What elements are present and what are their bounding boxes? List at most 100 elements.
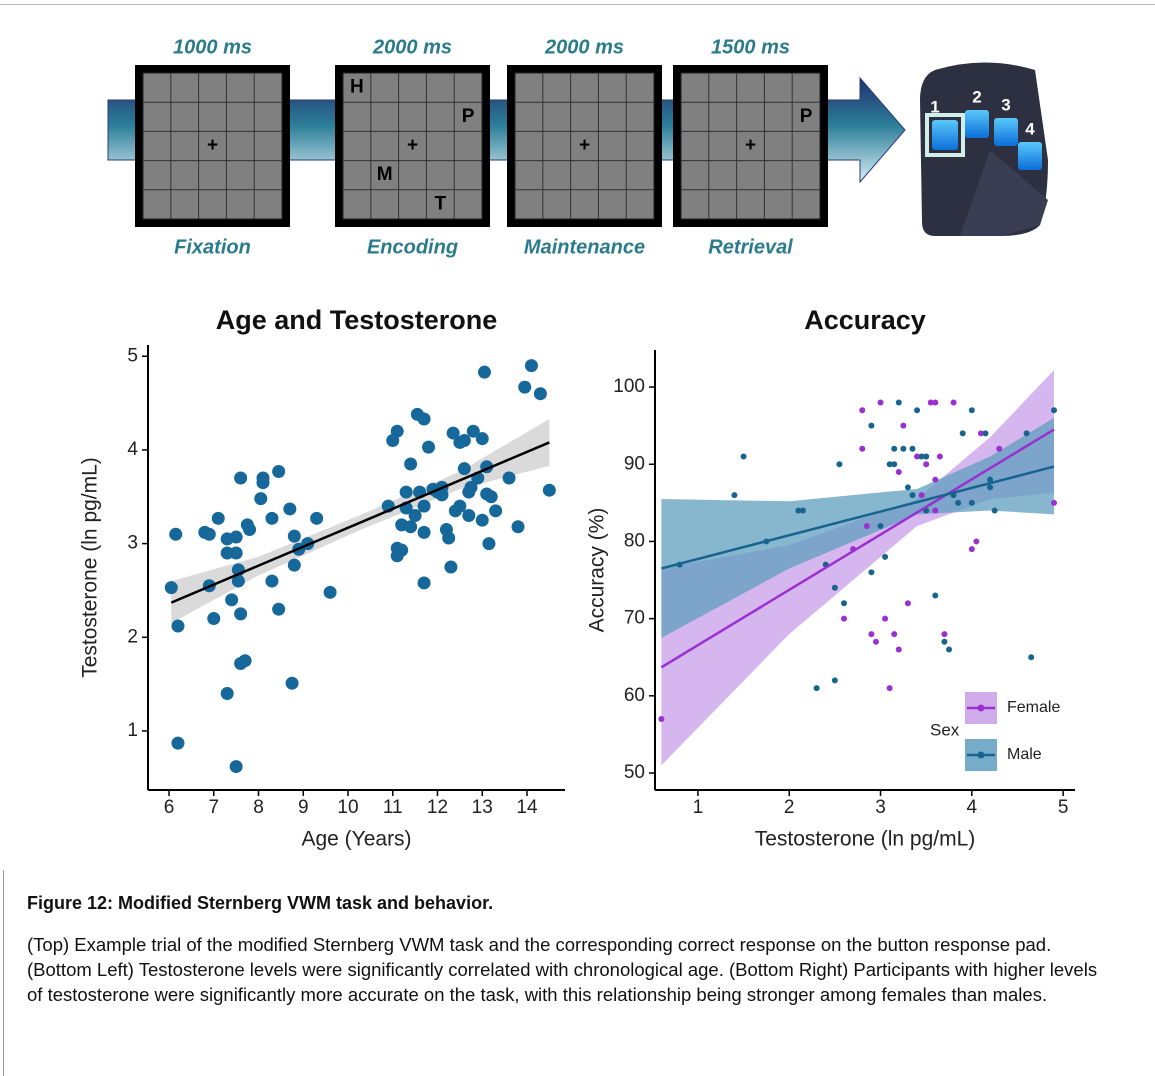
- data-point: [891, 631, 898, 638]
- caption-title: Figure 12: Modified Sternberg VWM task a…: [27, 893, 494, 913]
- data-point: [464, 480, 478, 494]
- data-point: [868, 569, 875, 576]
- pad-button: [932, 120, 958, 150]
- chart-title: Age and Testosterone: [216, 305, 498, 335]
- data-point: [946, 646, 952, 653]
- data-point: [909, 445, 916, 452]
- data-point: [323, 585, 337, 599]
- stimulus-letter: T: [434, 193, 446, 214]
- data-point: [225, 593, 239, 607]
- data-point: [256, 476, 270, 490]
- x-tick-label: 3: [875, 797, 886, 818]
- data-point: [918, 453, 925, 460]
- x-axis-label: Testosterone (ln pg/mL): [755, 828, 976, 851]
- data-point: [533, 387, 547, 401]
- data-point: [475, 513, 489, 527]
- data-point: [932, 476, 939, 483]
- x-tick-label: 1: [693, 797, 704, 818]
- fixation-cross: +: [745, 135, 756, 156]
- data-point: [404, 520, 418, 534]
- data-point: [475, 432, 489, 446]
- confidence-band: [171, 419, 550, 624]
- frame-line: [0, 4, 1155, 5]
- data-point: [831, 677, 838, 684]
- data-point: [923, 453, 930, 460]
- data-point: [171, 736, 185, 750]
- data-point: [480, 487, 494, 501]
- data-point: [229, 530, 243, 544]
- panel-grid: [142, 72, 283, 220]
- data-point: [868, 422, 875, 429]
- data-point: [272, 602, 286, 616]
- data-point: [283, 502, 297, 516]
- x-axis-label: Age (Years): [301, 828, 411, 851]
- fit-line: [661, 465, 1055, 570]
- data-point: [941, 638, 948, 645]
- panel-grid: [342, 72, 483, 220]
- data-point: [955, 499, 962, 506]
- stimulus-letter: M: [377, 164, 393, 185]
- panel-grid: [514, 72, 655, 220]
- legend-dot: [977, 751, 985, 759]
- data-point: [987, 484, 994, 491]
- x-tick-label: 5: [1058, 797, 1069, 818]
- frame-line: [3, 870, 4, 1076]
- chart-title: Accuracy: [804, 305, 926, 335]
- y-tick-label: 80: [624, 530, 645, 551]
- data-point: [482, 537, 496, 551]
- x-tick-label: 10: [337, 797, 358, 818]
- data-point: [959, 430, 966, 437]
- data-point: [439, 523, 453, 537]
- y-tick-label: 4: [127, 439, 138, 460]
- y-tick-label: 50: [624, 762, 645, 783]
- data-point: [265, 574, 279, 588]
- x-tick-label: 12: [427, 797, 448, 818]
- data-point: [936, 453, 943, 460]
- stimulus-letter: P: [462, 106, 475, 127]
- data-point: [234, 471, 248, 485]
- stage-duration: 1500 ms: [711, 36, 790, 58]
- data-point: [900, 422, 907, 429]
- data-point: [872, 638, 879, 645]
- data-point: [799, 507, 806, 514]
- data-point: [399, 485, 413, 499]
- data-point: [968, 407, 975, 414]
- data-point: [795, 507, 802, 514]
- data-point: [904, 484, 911, 491]
- data-point: [941, 631, 948, 638]
- data-point: [900, 445, 907, 452]
- data-point: [489, 504, 503, 518]
- fixation-cross: +: [579, 135, 590, 156]
- y-axis-label: Accuracy (%): [586, 508, 609, 633]
- x-tick-label: 13: [472, 797, 493, 818]
- charts: Age and Testosterone Age (Years) Testoster…: [79, 305, 1075, 851]
- data-point: [904, 600, 911, 607]
- data-point: [457, 462, 471, 476]
- x-tick-label: 2: [784, 797, 795, 818]
- stimulus-letter: P: [800, 106, 813, 127]
- data-point: [991, 507, 998, 514]
- data-point: [831, 584, 838, 591]
- data-point: [229, 760, 243, 774]
- data-point: [891, 445, 898, 452]
- x-tick-label: 8: [253, 797, 264, 818]
- data-point: [836, 461, 843, 468]
- fixation-cross: +: [207, 135, 218, 156]
- button-number: 3: [1001, 95, 1010, 114]
- data-point: [417, 412, 431, 426]
- data-point: [254, 492, 268, 506]
- data-point: [841, 615, 847, 622]
- data-point: [1023, 430, 1030, 437]
- data-point: [895, 399, 902, 406]
- data-point: [909, 492, 916, 499]
- y-tick-label: 100: [613, 376, 645, 397]
- button-number: 2: [972, 87, 981, 106]
- y-tick-label: 90: [624, 453, 645, 474]
- x-tick-label: 7: [208, 797, 219, 818]
- data-point: [466, 424, 480, 438]
- y-axis-label: Testosterone (ln pg/mL): [79, 457, 102, 678]
- pad-shade: [960, 150, 1048, 236]
- data-point: [220, 687, 234, 701]
- data-point: [444, 560, 458, 574]
- data-point: [518, 380, 532, 394]
